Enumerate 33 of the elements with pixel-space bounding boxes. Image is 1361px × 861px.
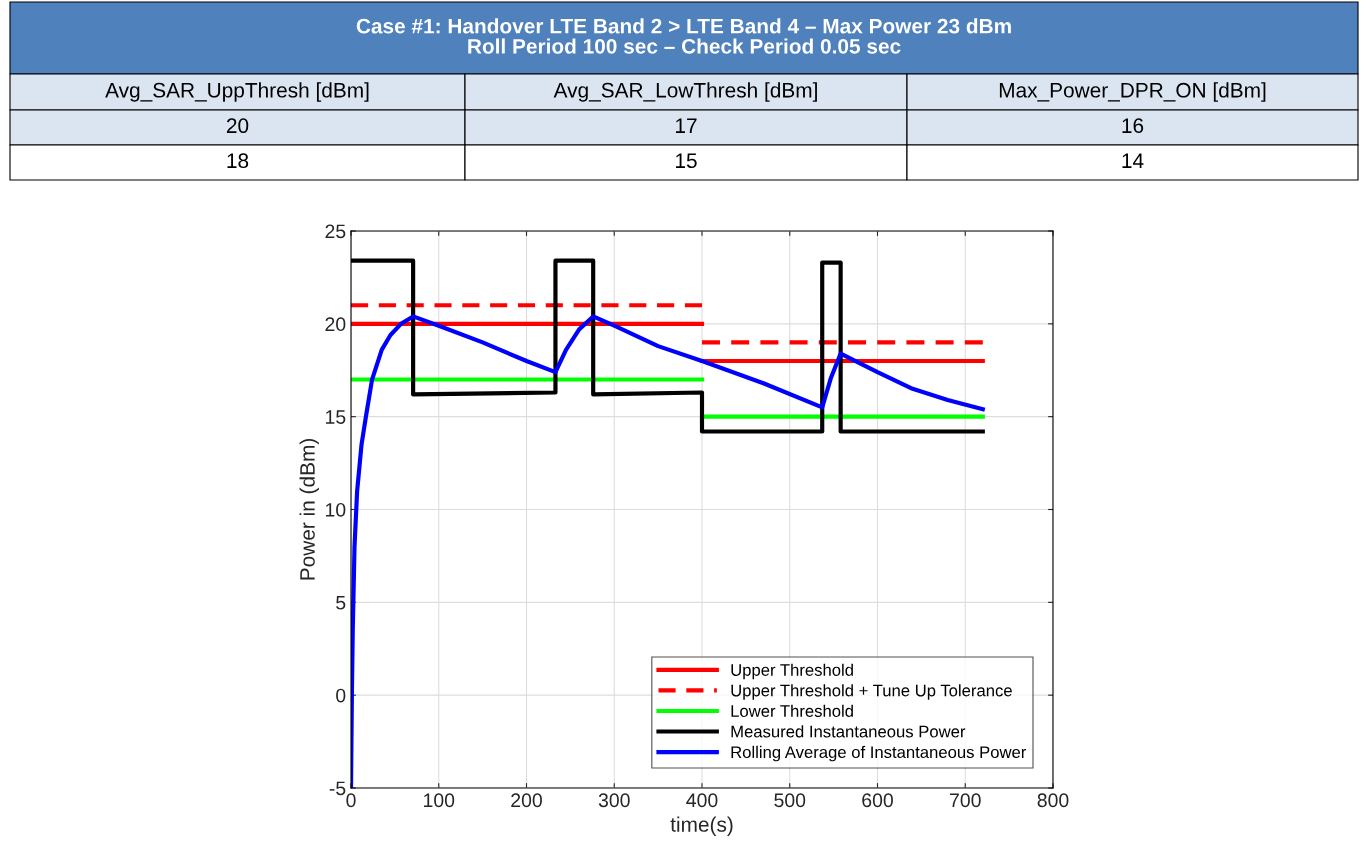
x-tick-label: 100 <box>424 793 455 808</box>
y-tick-label: 0 <box>336 688 346 703</box>
legend-label: Lower Threshold <box>731 704 853 717</box>
x-tick-label: 300 <box>598 793 630 808</box>
text: 18 <box>227 153 249 169</box>
legend-label: Upper Threshold + Tune Up Tolerance <box>731 684 1012 700</box>
x-tick-label: 0 <box>346 793 356 808</box>
y-tick-label: 15 <box>326 410 346 424</box>
x-tick-label: 400 <box>686 793 718 808</box>
y-tick-label: 5 <box>336 596 346 610</box>
chart-title: Case #1: Handover LTE Band 2 > LTE Band 4 – Max Power 23 dBm Roll Period 100 sec – Check Period 0.05 sec <box>356 18 1011 54</box>
legend-label: Upper Threshold <box>731 663 853 680</box>
text: Avg_SAR_UppThresh [dBm] <box>105 82 369 102</box>
text: 15 <box>676 153 697 169</box>
y-tick-label: -5 <box>329 781 346 796</box>
y-axis-title: Power in (dBm) <box>299 439 319 580</box>
legend-label: Rolling Average of Instantaneous Power <box>731 745 1027 762</box>
x-tick-label: 200 <box>511 793 542 808</box>
legend-label: Measured Instantaneous Power <box>731 725 966 738</box>
x-tick-label: 600 <box>862 793 893 808</box>
text: 17 <box>676 118 697 133</box>
x-tick-label: 700 <box>950 793 981 808</box>
y-tick-label: 20 <box>325 317 346 332</box>
text: Max_Power_DPR_ON [dBm] <box>999 82 1266 102</box>
y-tick-label: 25 <box>325 224 346 239</box>
text: 16 <box>1122 118 1144 134</box>
y-tick-label: 10 <box>326 502 346 517</box>
text: Avg_SAR_LowThresh [dBm] <box>553 82 817 102</box>
x-axis-title: time(s) <box>670 816 733 836</box>
x-tick-label: 800 <box>1037 793 1069 808</box>
text: 14 <box>1122 153 1144 168</box>
x-tick-label: 500 <box>774 793 806 808</box>
text: 20 <box>226 118 249 134</box>
